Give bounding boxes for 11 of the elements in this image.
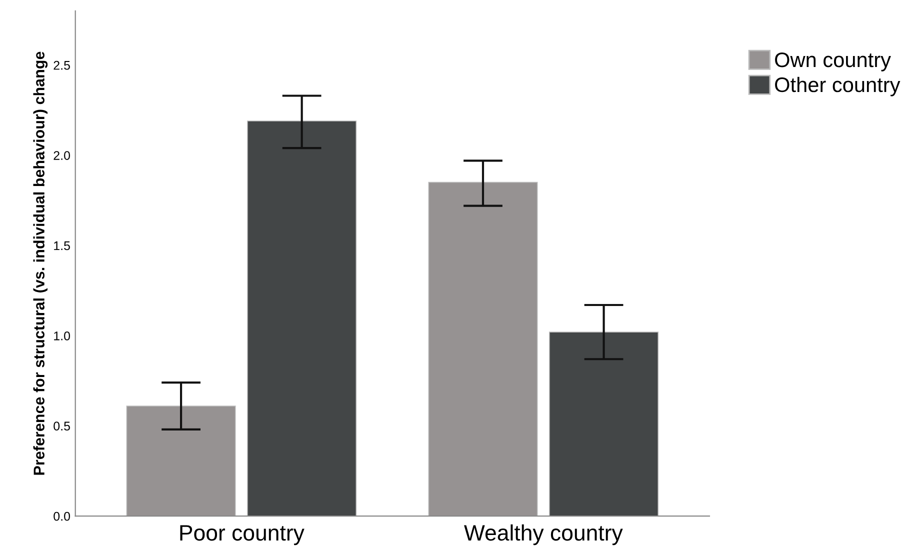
x-tick-label: Wealthy country (464, 524, 623, 546)
y-tick-label: 2.0 (54, 151, 70, 160)
y-tick-label: 2.5 (54, 60, 70, 70)
y-tick-label: 1.5 (54, 241, 70, 250)
y-axis-title: Preference for structural (vs. individual behaviour) change (33, 52, 48, 475)
y-tick-label: 0.0 (54, 512, 70, 521)
y-tick-label: 1.0 (54, 331, 70, 340)
y-tick-label: 0.5 (54, 422, 70, 431)
x-tick-label: Poor country (180, 525, 304, 546)
legend-label: Own country (775, 52, 891, 72)
legend-label: Other country (775, 76, 900, 96)
